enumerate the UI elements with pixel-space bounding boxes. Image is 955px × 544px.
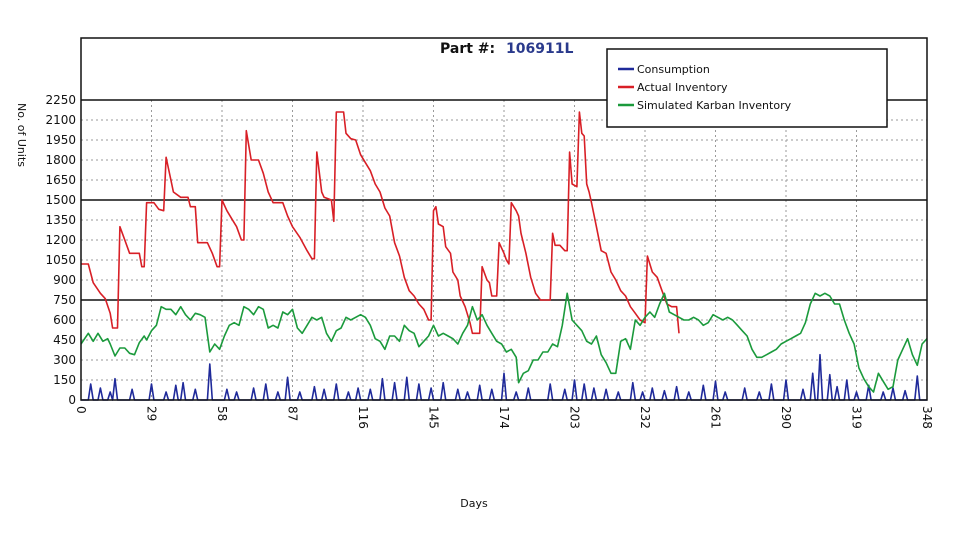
y-tick-label: 600: [53, 313, 76, 327]
x-tick-label: 29: [145, 406, 159, 421]
y-tick-label: 1350: [45, 213, 76, 227]
x-tick-label: 261: [709, 406, 723, 429]
y-tick-label: 1200: [45, 233, 76, 247]
x-tick-label: 203: [568, 406, 582, 429]
chart-title: Part #: 106911L: [440, 41, 573, 57]
series-line-consumption: [81, 353, 927, 401]
x-tick-label: 0: [74, 406, 88, 414]
series-line-actual-inventory: [81, 111, 680, 335]
y-tick-label: 150: [53, 373, 76, 387]
y-tick-label: 0: [68, 393, 76, 407]
series-line-simulated-karban-inventory: [80, 292, 928, 393]
chart-title-part-number: 106911L: [506, 41, 573, 57]
data-series: [80, 111, 928, 401]
x-axis-ticks: 0 29 58 87 116 145 174 203 232 261 290 319 348: [74, 406, 934, 429]
y-tick-label: 900: [53, 273, 76, 287]
x-tick-label: 87: [286, 406, 300, 421]
chart-title-label: Part #:: [440, 41, 495, 57]
y-tick-label: 1950: [45, 133, 76, 147]
legend-label: Actual Inventory: [637, 81, 728, 94]
x-tick-label: 348: [920, 406, 934, 429]
y-axis-ticks: 0 150 300 450 600 750 900 1050 1200 1350 1500 1650 1…: [45, 93, 76, 407]
legend-box: [606, 48, 888, 128]
y-tick-label: 750: [53, 293, 76, 307]
y-tick-label: 1500: [45, 193, 76, 207]
x-tick-label: 58: [215, 406, 229, 421]
x-tick-label: 116: [356, 406, 370, 429]
x-tick-label: 145: [427, 406, 441, 429]
legend-label: Consumption: [637, 63, 710, 76]
x-axis-label: Days: [460, 497, 488, 510]
y-tick-label: 2100: [45, 113, 76, 127]
y-tick-label: 1050: [45, 253, 76, 267]
y-tick-label: 450: [53, 333, 76, 347]
x-tick-label: 290: [779, 406, 793, 429]
legend: Consumption Actual Inventory Simulated Kar…: [606, 48, 888, 128]
y-tick-label: 300: [53, 353, 76, 367]
x-tick-label: 232: [638, 406, 652, 429]
y-tick-label: 1800: [45, 153, 76, 167]
x-tick-label: 319: [850, 406, 864, 429]
y-tick-label: 1650: [45, 173, 76, 187]
x-tick-label: 174: [497, 406, 511, 429]
plot-frame: [80, 37, 928, 401]
y-axis-label: No. of Units: [15, 103, 28, 167]
legend-label: Simulated Karban Inventory: [637, 99, 792, 112]
y-tick-label: 2250: [45, 93, 76, 107]
